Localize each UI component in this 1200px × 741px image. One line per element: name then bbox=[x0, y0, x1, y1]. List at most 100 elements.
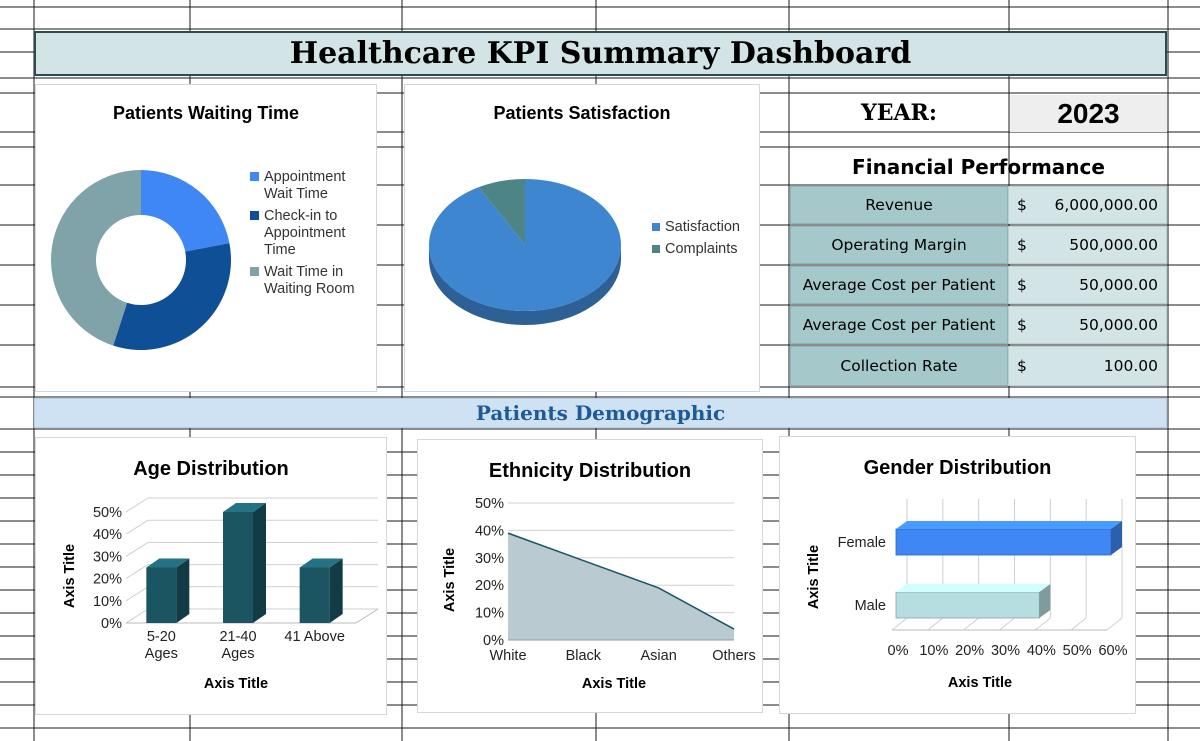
grid-line bbox=[125, 586, 149, 602]
bar-side bbox=[253, 503, 266, 623]
x-tick-label: 21-40 bbox=[219, 629, 256, 645]
gender-distribution-chart: 0% 10% 20% 30% 40% 50% 60% Female Male Axis Title… bbox=[806, 499, 1128, 691]
currency-symbol: $ bbox=[1017, 236, 1027, 254]
area-line bbox=[507, 532, 735, 630]
bar-top bbox=[299, 558, 343, 568]
grid-line bbox=[891, 617, 908, 631]
financial-row-value: 6,000,000.00 bbox=[1054, 196, 1158, 214]
legend-label: Check-in to bbox=[264, 208, 337, 224]
donut-slice bbox=[141, 170, 230, 252]
area-fill bbox=[508, 533, 734, 640]
legend-label: Appointment bbox=[264, 169, 345, 185]
pie-slice bbox=[478, 179, 525, 245]
waiting-time-panel: Patients Waiting Time Appointment Wait Ti… bbox=[35, 84, 377, 392]
financial-row: Operating Margin $500,000.00 bbox=[790, 226, 1167, 264]
dashboard-title: Healthcare KPI Summary Dashboard bbox=[34, 31, 1167, 76]
bar-top bbox=[896, 521, 1122, 529]
x-tick-label: 40% bbox=[1027, 643, 1056, 659]
bar bbox=[146, 567, 177, 623]
bar-top bbox=[146, 558, 190, 568]
y-axis-title: Axis Title bbox=[62, 544, 78, 608]
legend-swatch bbox=[250, 172, 259, 181]
x-tick-label: 41 Above bbox=[284, 629, 344, 645]
year-label: YEAR: bbox=[861, 100, 937, 126]
bar-side bbox=[1111, 521, 1122, 555]
legend-label: Time bbox=[264, 242, 296, 258]
grid-line bbox=[963, 617, 979, 631]
chart-title: Patients Waiting Time bbox=[112, 103, 300, 123]
legend-swatch bbox=[250, 211, 259, 220]
currency-symbol: $ bbox=[1017, 316, 1027, 334]
gender-distribution-panel: Gender Distribution 0% 10% 20% 30% 40% 50% 60%… bbox=[779, 436, 1136, 714]
grid-line bbox=[999, 617, 1015, 631]
satisfaction-panel: Patients Satisfaction Satisfaction Compla… bbox=[404, 84, 760, 392]
financial-performance-title: Financial Performance bbox=[852, 155, 1105, 179]
y-tick-label: 10% bbox=[475, 606, 504, 622]
financial-row-value-cell: $500,000.00 bbox=[1008, 226, 1167, 264]
y-tick-label: 0% bbox=[101, 616, 122, 632]
financial-row-value: 500,000.00 bbox=[1069, 236, 1158, 254]
legend-swatch bbox=[652, 223, 660, 231]
bar bbox=[223, 512, 253, 623]
bar bbox=[299, 567, 330, 623]
bar bbox=[895, 528, 1112, 556]
financial-row-label: Revenue bbox=[790, 186, 1008, 224]
financial-row-value-cell: $100.00 bbox=[1008, 346, 1167, 386]
y-tick-label: 30% bbox=[93, 549, 122, 565]
bar-side bbox=[1039, 584, 1051, 618]
y-axis-title: Axis Title bbox=[442, 548, 458, 612]
x-axis-title: Axis Title bbox=[204, 676, 268, 692]
legend-label: Wait Time bbox=[264, 186, 328, 202]
y-tick-label: 50% bbox=[475, 496, 504, 512]
x-tick-label: 0% bbox=[888, 643, 909, 659]
financial-row-value-cell: $50,000.00 bbox=[1008, 266, 1167, 304]
y-tick-label: 20% bbox=[93, 572, 122, 588]
financial-row-value: 50,000.00 bbox=[1079, 276, 1158, 294]
pie-slice bbox=[428, 179, 621, 311]
chart-title: Ethnicity Distribution bbox=[488, 460, 692, 482]
financial-row-label: Collection Rate bbox=[790, 346, 1008, 386]
ethnicity-distribution-chart: 0% 10% 20% 30% 40% 50% White Black Asian Others Ax… bbox=[442, 496, 756, 692]
y-tick-label: 0% bbox=[483, 633, 504, 649]
financial-row-label: Operating Margin bbox=[790, 226, 1008, 264]
legend-label: Waiting Room bbox=[264, 281, 355, 297]
year-value: 2023 bbox=[1010, 95, 1167, 132]
grid-line bbox=[125, 541, 149, 557]
chart-title: Gender Distribution bbox=[863, 457, 1052, 479]
y-tick-label: 10% bbox=[93, 594, 122, 610]
y-tick-label: 50% bbox=[93, 505, 122, 521]
legend-label: Appointment bbox=[264, 225, 345, 241]
pie-side bbox=[429, 245, 621, 325]
y-tick-label: Female bbox=[838, 535, 886, 551]
x-tick-label: 60% bbox=[1098, 643, 1127, 659]
y-tick-label: 40% bbox=[475, 523, 504, 539]
currency-symbol: $ bbox=[1017, 357, 1027, 375]
chart-title: Age Distribution bbox=[133, 458, 289, 480]
currency-symbol: $ bbox=[1017, 196, 1027, 214]
currency-symbol: $ bbox=[1017, 276, 1027, 294]
grid-line bbox=[125, 497, 149, 513]
grid-line bbox=[1070, 617, 1087, 631]
financial-row-label: Average Cost per Patient bbox=[790, 306, 1008, 344]
legend-label: Wait Time in bbox=[264, 264, 343, 280]
x-tick-label: 10% bbox=[919, 643, 948, 659]
donut-slice bbox=[50, 170, 141, 346]
x-tick-label: Ages bbox=[221, 646, 254, 662]
financial-row: Collection Rate $100.00 bbox=[790, 346, 1167, 386]
grid-line bbox=[125, 519, 149, 535]
legend-swatch bbox=[652, 245, 660, 253]
x-tick-label: Black bbox=[566, 648, 602, 664]
financial-row-value-cell: $6,000,000.00 bbox=[1008, 186, 1167, 224]
bar-top bbox=[223, 503, 266, 512]
financial-row: Average Cost per Patient $50,000.00 bbox=[790, 266, 1167, 304]
x-axis-title: Axis Title bbox=[582, 676, 646, 692]
financial-row-label: Average Cost per Patient bbox=[790, 266, 1008, 304]
x-tick-label: 5-20 bbox=[147, 629, 176, 645]
age-distribution-panel: Age Distribution 0% 10% 20% 30% 40% 50% 5-20 Ag… bbox=[35, 437, 387, 715]
grid-line bbox=[125, 564, 149, 580]
financial-row-value: 50,000.00 bbox=[1079, 316, 1158, 334]
satisfaction-pie-chart: Satisfaction Complaints bbox=[428, 179, 740, 325]
legend-label: Satisfaction bbox=[665, 219, 740, 235]
y-tick-label: 20% bbox=[475, 578, 504, 594]
